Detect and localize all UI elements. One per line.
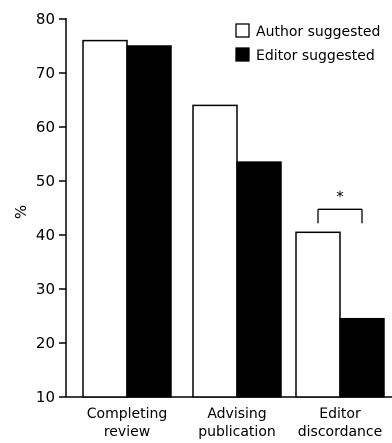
author-suggested-bar xyxy=(83,41,127,397)
legend: Author suggested Editor suggested xyxy=(236,24,380,64)
author-suggested-bar xyxy=(193,105,237,397)
y-tick-label: 10 xyxy=(36,388,55,406)
editor-suggested-bar xyxy=(340,319,384,397)
y-tick-label: 60 xyxy=(36,118,55,136)
y-tick-label: 70 xyxy=(36,64,55,82)
y-tick-label: 40 xyxy=(36,226,55,244)
x-category-label: Editor discordance xyxy=(298,406,383,440)
y-tick-label: 30 xyxy=(36,280,55,298)
x-category-label-line: Advising xyxy=(207,406,266,422)
author-suggested-bar xyxy=(296,232,340,397)
x-category-label-line: publication xyxy=(198,424,276,440)
x-category-label-line: discordance xyxy=(298,424,383,440)
editor-suggested-legend-swatch xyxy=(236,48,249,61)
significance-asterisk: * xyxy=(336,187,344,205)
y-tick-label: 20 xyxy=(36,334,55,352)
legend-label: Author suggested xyxy=(256,24,380,40)
bars xyxy=(83,41,384,397)
y-tick-label: 80 xyxy=(36,10,55,28)
legend-label: Editor suggested xyxy=(256,48,375,64)
x-category-label: Completing review xyxy=(87,406,168,440)
x-category-label-line: review xyxy=(104,424,150,440)
y-axis-label: % xyxy=(12,205,30,219)
x-category-label: Advising publication xyxy=(198,406,276,440)
editor-suggested-bar xyxy=(237,162,281,397)
x-category-label-line: Completing xyxy=(87,406,168,422)
annotations: * xyxy=(318,187,362,223)
y-tick-label: 50 xyxy=(36,172,55,190)
author-suggested-legend-swatch xyxy=(236,24,249,37)
editor-suggested-bar xyxy=(127,46,171,397)
x-category-label-line: Editor xyxy=(319,406,361,422)
